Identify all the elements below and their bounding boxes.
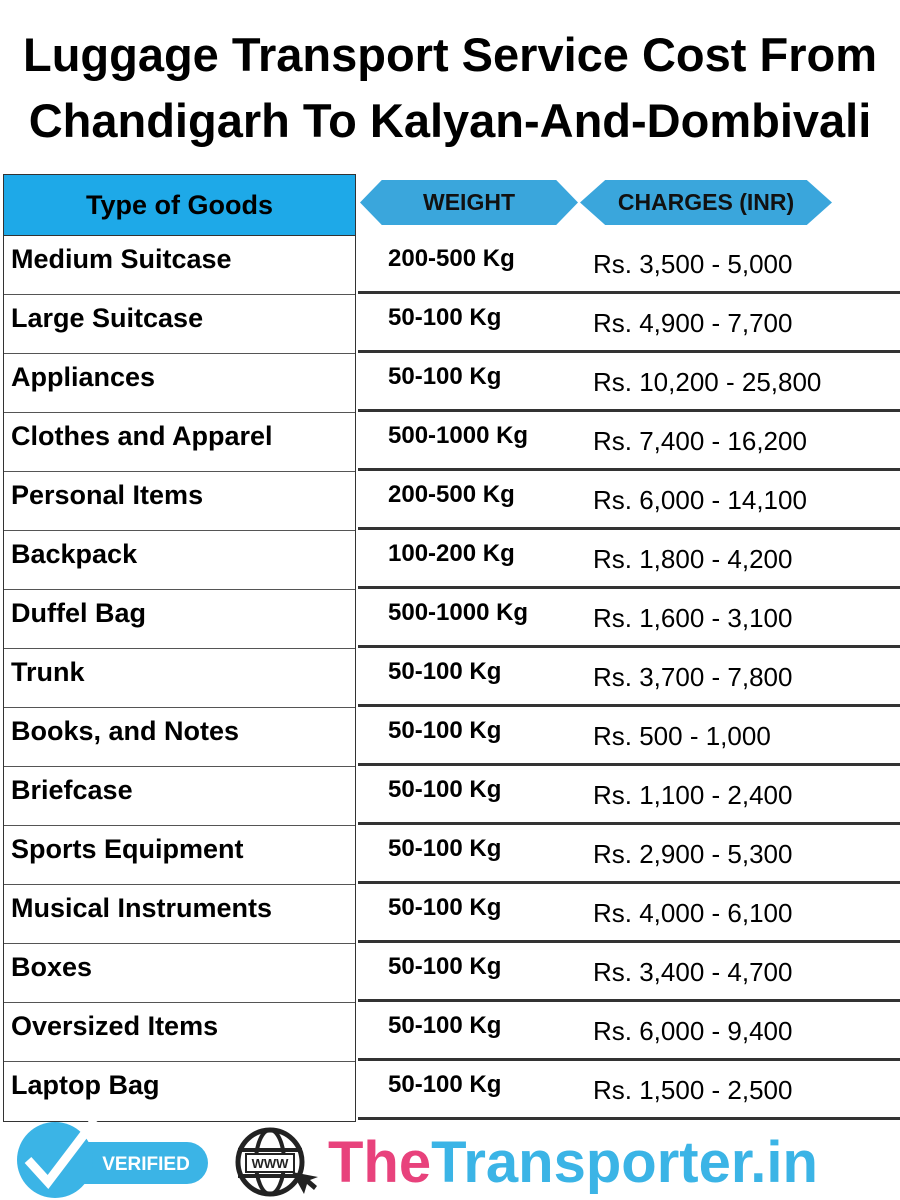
charges-cell: Rs. 3,400 - 4,700 (593, 957, 793, 987)
svg-text:VERIFIED: VERIFIED (102, 1154, 190, 1175)
goods-row: Boxes (4, 944, 355, 1003)
price-row: 50-100 Kg Rs. 3,400 - 4,700 (358, 943, 900, 1002)
goods-row: Duffel Bag (4, 590, 355, 649)
charges-cell: Rs. 6,000 - 9,400 (593, 1016, 793, 1046)
charges-cell: Rs. 1,600 - 3,100 (593, 603, 793, 633)
weight-cell: 200-500 Kg (388, 245, 515, 272)
charges-cell: Rs. 2,900 - 5,300 (593, 839, 793, 869)
footer-logos: VERIFIED WWW TheTransporter.in (17, 1117, 818, 1198)
charges-cell: Rs. 3,700 - 7,800 (593, 662, 793, 692)
goods-row: Sports Equipment (4, 826, 355, 885)
goods-row: Briefcase (4, 767, 355, 826)
weight-cell: 50-100 Kg (388, 894, 502, 921)
goods-row: Medium Suitcase (4, 236, 355, 295)
weight-cell: 200-500 Kg (388, 481, 515, 508)
goods-row: Books, and Notes (4, 708, 355, 767)
weight-cell: 50-100 Kg (388, 835, 502, 862)
weight-cell: 100-200 Kg (388, 540, 515, 567)
globe-www-icon: WWW (235, 1127, 318, 1197)
footer: VERIFIED WWW TheTransporter.in (0, 1117, 900, 1200)
charges-cell: Rs. 4,000 - 6,100 (593, 898, 793, 928)
goods-row: Oversized Items (4, 1003, 355, 1062)
goods-row: Trunk (4, 649, 355, 708)
verified-badge-icon: VERIFIED (17, 1117, 208, 1198)
charges-cell: Rs. 1,100 - 2,400 (593, 780, 793, 810)
brand-name: TheTransporter.in (328, 1130, 818, 1195)
page-title: Luggage Transport Service Cost From Chan… (22, 28, 877, 147)
price-row: 500-1000 Kg Rs. 1,600 - 3,100 (358, 589, 900, 648)
charges-cell: Rs. 10,200 - 25,800 (593, 367, 822, 397)
charges-cell: Rs. 6,000 - 14,100 (593, 485, 807, 515)
charges-cell: Rs. 500 - 1,000 (593, 721, 771, 751)
price-row: 50-100 Kg Rs. 1,500 - 2,500 (358, 1061, 900, 1120)
price-row: 100-200 Kg Rs. 1,800 - 4,200 (358, 530, 900, 589)
charges-cell: Rs. 1,500 - 2,500 (593, 1075, 793, 1105)
weight-cell: 50-100 Kg (388, 776, 502, 803)
price-row: 50-100 Kg Rs. 1,100 - 2,400 (358, 766, 900, 825)
goods-table: Type of Goods Medium Suitcase Large Suitc… (3, 174, 356, 1122)
price-row: 50-100 Kg Rs. 4,000 - 6,100 (358, 884, 900, 943)
weight-cell: 50-100 Kg (388, 304, 502, 331)
weight-cell: 500-1000 Kg (388, 599, 529, 626)
charges-cell: Rs. 3,500 - 5,000 (593, 249, 793, 279)
svg-text:WWW: WWW (252, 1156, 290, 1171)
weight-cell: 50-100 Kg (388, 658, 502, 685)
goods-row: Personal Items (4, 472, 355, 531)
weight-cell: 50-100 Kg (388, 1012, 502, 1039)
price-row: 50-100 Kg Rs. 500 - 1,000 (358, 707, 900, 766)
price-row: 50-100 Kg Rs. 6,000 - 9,400 (358, 1002, 900, 1061)
goods-row: Clothes and Apparel (4, 413, 355, 472)
charges-cell: Rs. 1,800 - 4,200 (593, 544, 793, 574)
goods-header: Type of Goods (4, 175, 355, 236)
weight-cell: 500-1000 Kg (388, 422, 529, 449)
price-row: 200-500 Kg Rs. 3,500 - 5,000 (358, 235, 900, 294)
price-row: 50-100 Kg Rs. 4,900 - 7,700 (358, 294, 900, 353)
weight-cell: 50-100 Kg (388, 953, 502, 980)
price-row: 50-100 Kg Rs. 3,700 - 7,800 (358, 648, 900, 707)
charges-header: CHARGES (INR) (580, 180, 832, 225)
goods-row: Backpack (4, 531, 355, 590)
goods-row: Musical Instruments (4, 885, 355, 944)
goods-row: Large Suitcase (4, 295, 355, 354)
goods-row: Laptop Bag (11, 1070, 160, 1100)
weight-cell: 50-100 Kg (388, 717, 502, 744)
price-row: 50-100 Kg Rs. 10,200 - 25,800 (358, 353, 900, 412)
weight-header: WEIGHT (360, 180, 578, 225)
goods-row: Appliances (4, 354, 355, 413)
charges-cell: Rs. 4,900 - 7,700 (593, 308, 793, 338)
price-row: 200-500 Kg Rs. 6,000 - 14,100 (358, 471, 900, 530)
price-row: 50-100 Kg Rs. 2,900 - 5,300 (358, 825, 900, 884)
price-row: 500-1000 Kg Rs. 7,400 - 16,200 (358, 412, 900, 471)
weight-cell: 50-100 Kg (388, 1071, 502, 1098)
weight-cell: 50-100 Kg (388, 363, 502, 390)
charges-cell: Rs. 7,400 - 16,200 (593, 426, 807, 456)
